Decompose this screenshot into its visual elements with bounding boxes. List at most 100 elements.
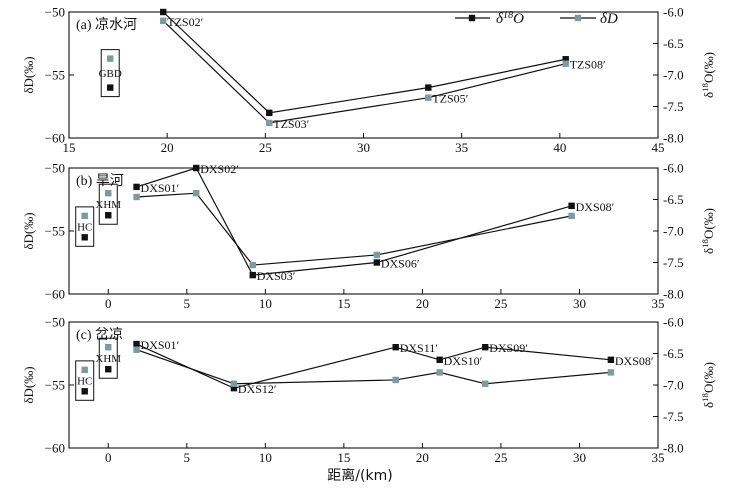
point-label-b-3: DXS06′ (381, 257, 420, 271)
marker-dd-b-1 (193, 190, 200, 197)
group-marker-dd-b-1 (105, 190, 112, 197)
panel-label-c: (c) 岔凉 (76, 327, 123, 343)
marker-d18o-a-1 (266, 109, 273, 116)
legend-label-d18o: δ18O (496, 10, 524, 28)
x-tick-label-b-2: 10 (259, 296, 272, 311)
x-tick-label-a-3: 30 (357, 140, 370, 155)
x-tick-label-b-7: 35 (652, 296, 665, 311)
series-line-d18o-a (162, 11, 566, 114)
right-tick-label-c-3: -7.5 (663, 409, 684, 424)
x-tick-label-a-6: 45 (652, 140, 665, 155)
right-tick-label-b-4: -8.0 (663, 287, 684, 302)
marker-d18o-b-4 (568, 202, 575, 209)
group-label-a-0: GBD (99, 68, 122, 80)
marker-dd-c-0 (133, 346, 140, 353)
group-marker-d18o-b-0 (81, 234, 88, 241)
x-axis-title: 距离/(km) (327, 467, 392, 484)
right-axis-title-a: δ18O(‰) (700, 52, 716, 98)
left-axis-title-a: δD(‰) (21, 56, 36, 93)
right-tick-label-c-2: -7.0 (663, 378, 684, 393)
marker-d18o-c-5 (607, 356, 615, 363)
right-tick-label-b-0: -6.0 (663, 161, 684, 176)
marker-dd-c-3 (436, 369, 443, 376)
point-label-a-0: TZS02′ (167, 15, 203, 29)
marker-dd-c-2 (392, 376, 399, 384)
right-tick-label-a-3: -7.5 (663, 99, 684, 114)
marker-d18o-b-2 (249, 271, 256, 279)
series-line-dd-b (136, 192, 572, 266)
group-marker-dd-c-1 (105, 344, 112, 351)
x-tick-label-c-2: 10 (259, 450, 272, 465)
x-tick-label-b-6: 30 (573, 296, 586, 311)
left-tick-label-a-2: −60 (45, 131, 65, 146)
group-box-c-1 (98, 337, 118, 379)
x-tick-label-c-5: 25 (494, 450, 507, 465)
left-tick-label-c-1: −55 (45, 378, 65, 393)
group-marker-d18o-c-1 (105, 366, 112, 373)
right-tick-label-b-1: -6.5 (663, 192, 684, 207)
group-box-b-1 (98, 183, 118, 225)
point-label-c-1: DXS12′ (238, 382, 277, 396)
left-tick-label-a-0: −50 (45, 5, 65, 20)
right-axis-title-c: δ18O(‰) (700, 362, 716, 408)
marker-dd-b-3 (373, 251, 381, 259)
group-marker-dd-a-0 (107, 55, 114, 62)
marker-dd-b-2 (249, 261, 256, 269)
right-tick-label-c-1: -6.5 (663, 346, 684, 361)
left-axis-title-c: δD(‰) (21, 366, 36, 403)
marker-d18o-c-0 (133, 340, 140, 348)
panel-b: 0 5 10 15 20 25 30 35 −50 −55 −60 -6.0 -6.5 -7.0 -7.5 -… (21, 161, 716, 312)
x-tick-label-a-2: 25 (259, 140, 272, 155)
x-tick-label-c-4: 20 (416, 450, 429, 465)
marker-dd-b-0 (133, 193, 140, 201)
point-label-c-3: DXS10′ (444, 354, 483, 368)
point-label-b-0: DXS01′ (141, 181, 180, 195)
marker-d18o-c-1 (230, 384, 238, 392)
panel-label-a: (a) 凉水河 (76, 17, 137, 33)
point-label-b-4: DXS08′ (576, 200, 615, 214)
marker-dd-a-1 (266, 119, 273, 127)
series-line-dd-a (162, 20, 566, 124)
right-axis-title-b: δ18O(‰) (700, 208, 716, 254)
panel-c: 0 5 10 15 20 25 30 35 −50 −55 −60 -6.0 -6.5 -7.0 -7.5 -… (21, 315, 716, 466)
point-label-b-1: DXS02′ (200, 162, 239, 176)
group-box-c-0 (75, 360, 95, 401)
point-label-c-5: DXS08′ (615, 354, 654, 368)
group-label-b-0: HC (77, 222, 92, 234)
legend-marker-d18o (468, 14, 476, 22)
group-label-b-1: XHM (95, 199, 121, 211)
right-tick-label-c-4: -8.0 (663, 441, 684, 456)
x-tick-label-c-1: 5 (184, 450, 191, 465)
group-marker-dd-c-0 (81, 366, 88, 374)
marker-dd-b-4 (568, 212, 575, 220)
x-tick-label-a-4: 35 (455, 140, 468, 155)
group-label-c-0: HC (77, 376, 92, 388)
marker-d18o-c-3 (436, 356, 443, 363)
left-tick-label-c-0: −50 (45, 315, 65, 330)
marker-dd-c-5 (607, 369, 615, 376)
right-tick-label-b-3: -7.5 (663, 255, 684, 270)
right-tick-label-a-2: -7.0 (663, 68, 684, 83)
right-tick-label-a-4: -8.0 (663, 131, 684, 146)
x-tick-label-c-0: 0 (105, 450, 112, 465)
marker-d18o-b-0 (133, 183, 140, 191)
point-label-a-1: TZS03′ (273, 117, 309, 131)
point-label-c-2: DXS11′ (400, 341, 439, 355)
x-tick-label-b-0: 0 (105, 296, 112, 311)
series-line-d18o-c (136, 343, 611, 389)
point-label-a-2: TZS05′ (432, 92, 468, 106)
right-tick-label-a-0: -6.0 (663, 5, 684, 20)
series-line-d18o-b (136, 167, 572, 276)
right-tick-label-b-2: -7.0 (663, 224, 684, 239)
marker-d18o-b-1 (193, 164, 200, 172)
panel-a: 15 20 25 30 35 40 45 −50 −55 −60 -6.0 -6.5 -7.0 -7.5 -… (21, 5, 716, 156)
group-label-c-1: XHM (95, 353, 121, 365)
x-tick-label-c-6: 30 (573, 450, 586, 465)
marker-dd-a-3 (562, 60, 569, 67)
marker-d18o-a-3 (562, 56, 569, 63)
group-marker-d18o-a-0 (107, 84, 114, 91)
x-tick-label-c-3: 15 (337, 450, 350, 465)
left-tick-label-b-0: −50 (45, 161, 65, 176)
point-label-a-3: TZS08′ (570, 58, 606, 72)
left-axis-title-b: δD(‰) (21, 212, 36, 249)
